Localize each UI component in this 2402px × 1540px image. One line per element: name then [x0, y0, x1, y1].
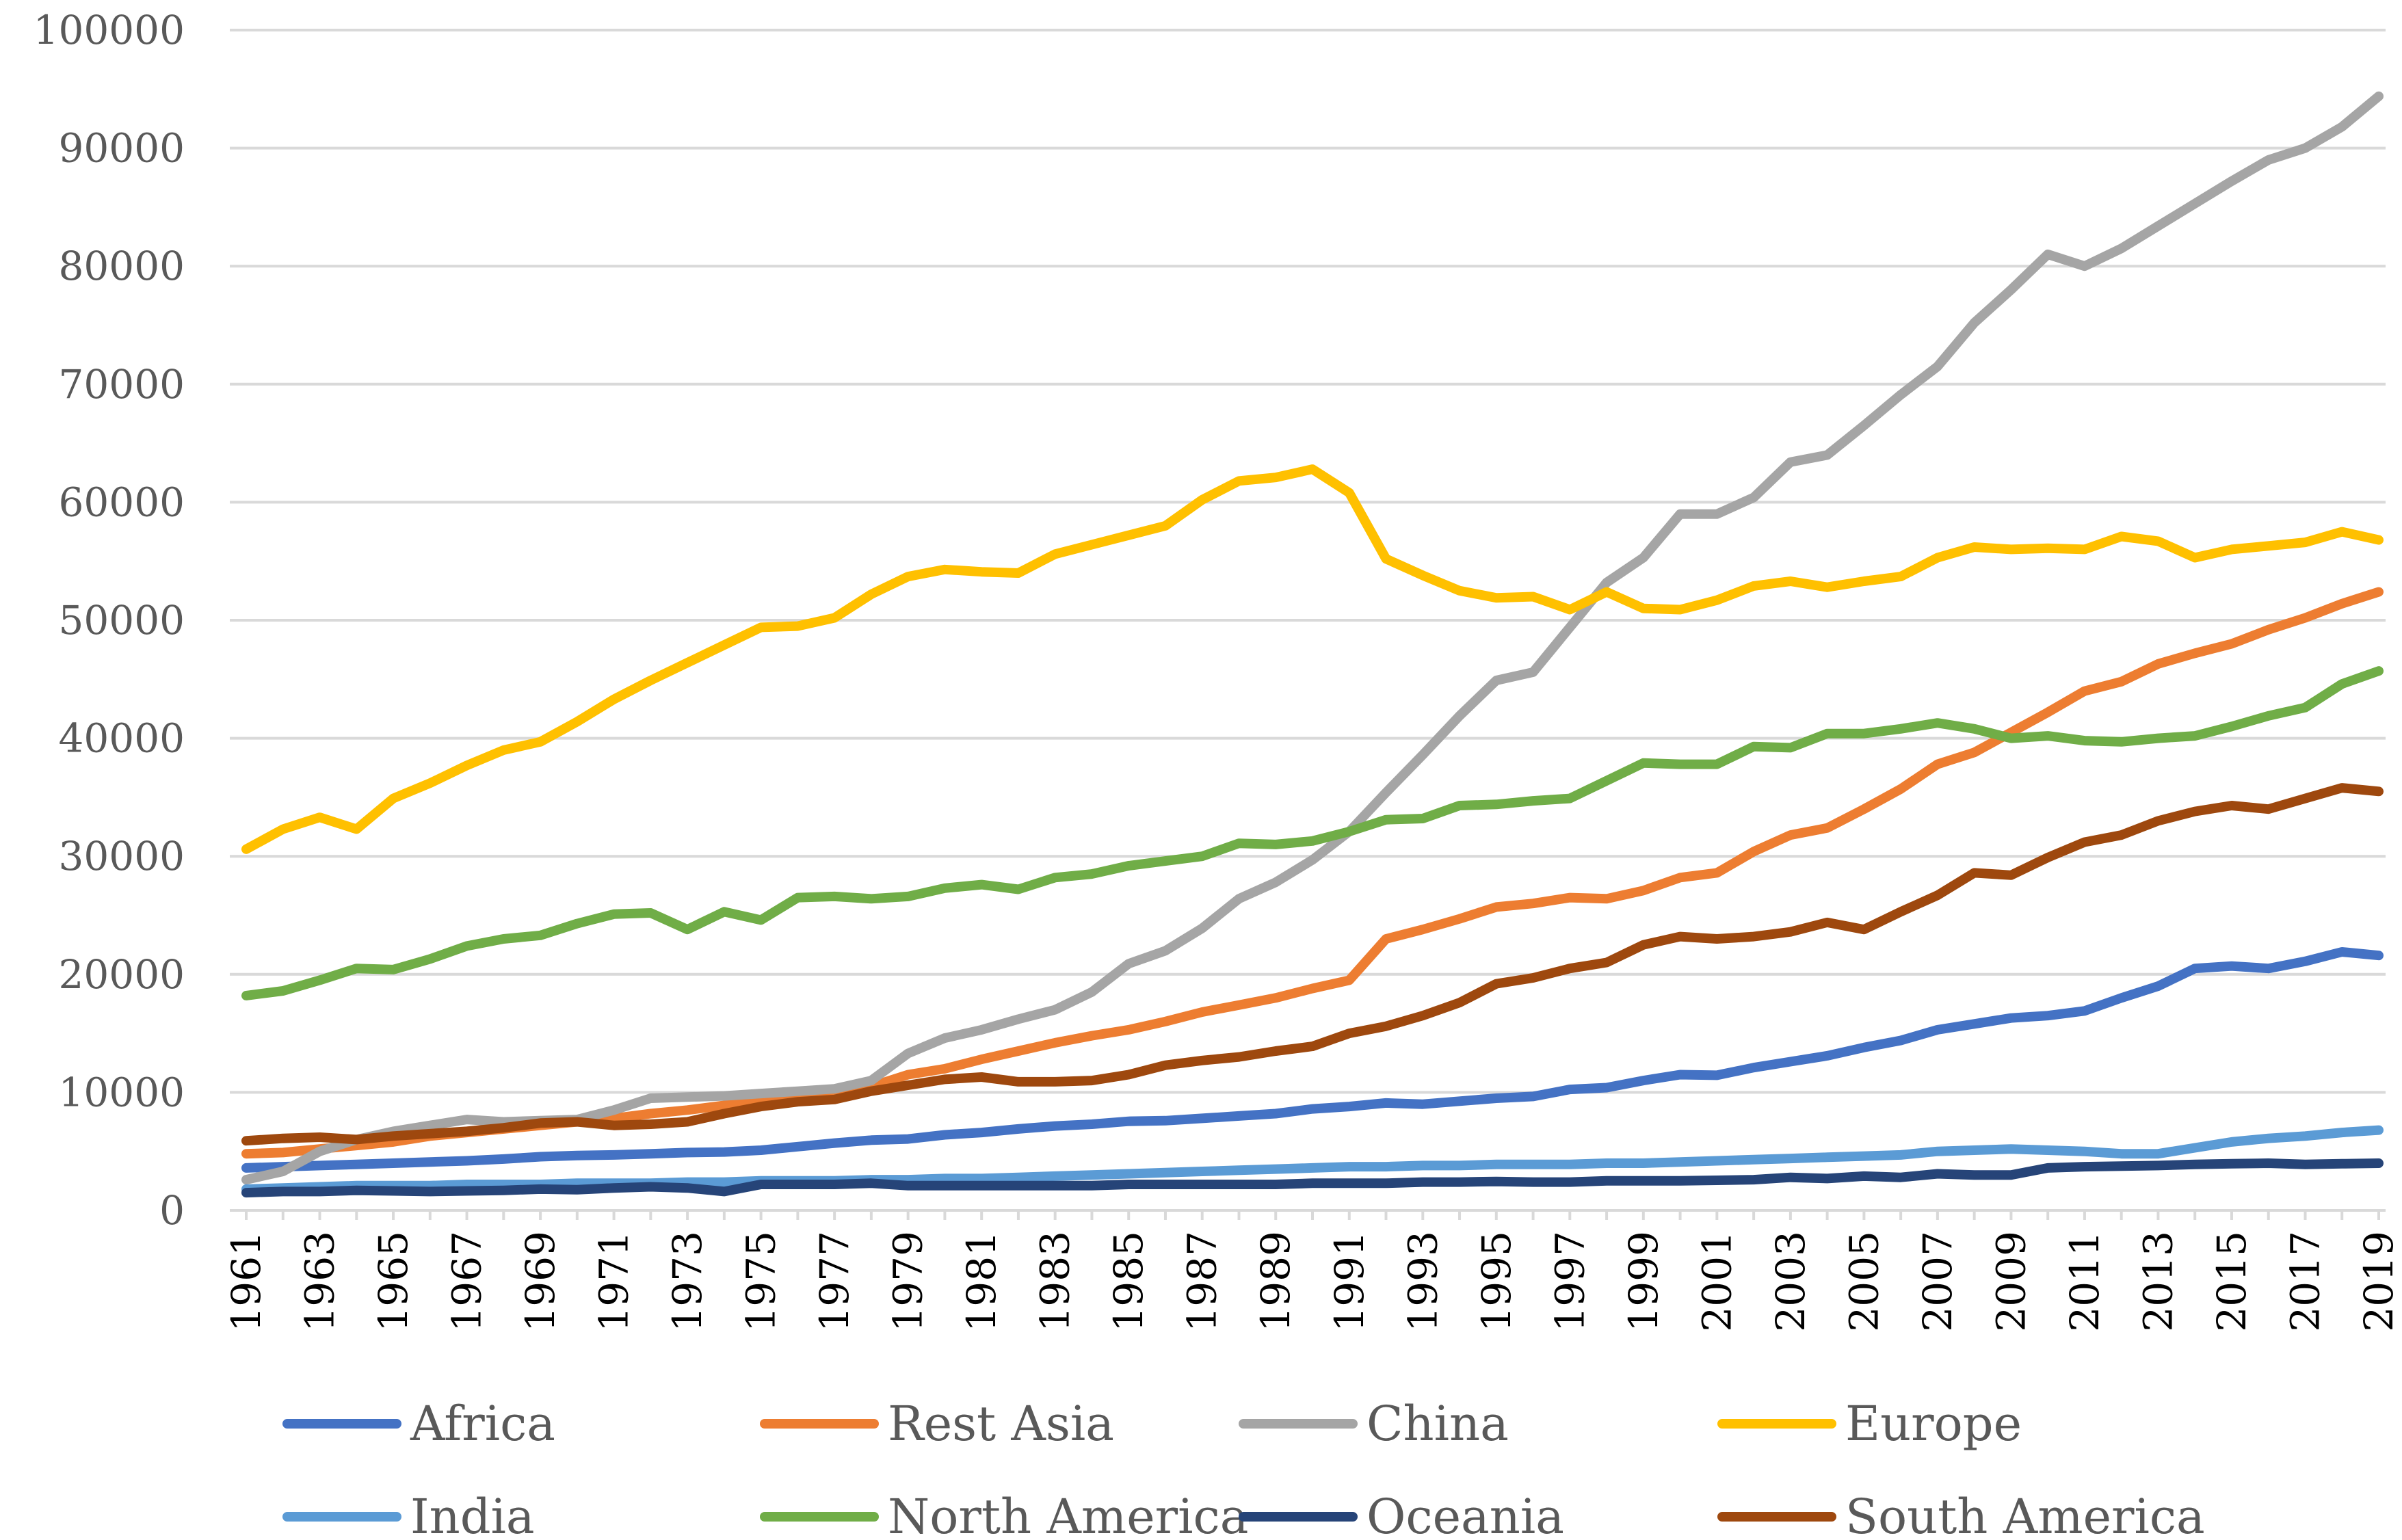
- x-tick-label: 1985: [1105, 1231, 1152, 1332]
- x-tick-label: 2011: [2061, 1231, 2108, 1332]
- legend-item-europe: Europe: [1717, 1396, 2022, 1452]
- y-tick-label: 60000: [58, 479, 185, 525]
- y-tick-label: 20000: [58, 951, 185, 998]
- series-line-europe: [241, 464, 2384, 854]
- x-tick-label: 2007: [1914, 1231, 1961, 1332]
- legend-label: China: [1367, 1396, 1509, 1452]
- x-tick-label: 1971: [591, 1231, 637, 1332]
- x-tick-label: 1993: [1399, 1231, 1446, 1332]
- y-tick-label: 100000: [34, 7, 185, 53]
- x-tick-label: 1995: [1473, 1231, 1520, 1332]
- x-tick-label: 1975: [738, 1231, 784, 1332]
- legend-label: Rest Asia: [888, 1396, 1114, 1452]
- x-tick-label: 2013: [2135, 1231, 2181, 1332]
- y-tick-label: 80000: [58, 243, 185, 289]
- y-tick-label: 10000: [58, 1069, 185, 1115]
- x-tick-label: 2005: [1840, 1231, 1887, 1332]
- x-tick-label: 1965: [370, 1231, 417, 1332]
- x-axis: 1961 1963 1965 1967 1969 1971 1973 1975 1977 1979…: [223, 1210, 2402, 1332]
- x-tick-label: 2019: [2355, 1231, 2402, 1332]
- y-tick-label: 90000: [58, 125, 185, 172]
- legend-item-south-america: South America: [1717, 1489, 2205, 1540]
- series-line-china: [241, 91, 2384, 1185]
- y-tick-label: 50000: [58, 597, 185, 643]
- legend-item-rest-asia: Rest Asia: [760, 1396, 1114, 1452]
- legend-item-africa: Africa: [282, 1396, 555, 1452]
- gridlines: [230, 29, 2386, 1212]
- x-tick-label: 1967: [444, 1231, 490, 1332]
- legend-label: South America: [1845, 1489, 2205, 1540]
- y-tick-label: 0: [159, 1187, 185, 1234]
- series-line-south-america: [241, 783, 2384, 1146]
- legend-label: India: [410, 1489, 535, 1540]
- series-lines: [241, 91, 2384, 1198]
- x-tick-label: 1983: [1032, 1231, 1079, 1332]
- legend-label: Oceania: [1367, 1489, 1564, 1540]
- x-tick-label: 2009: [1988, 1231, 2034, 1332]
- x-tick-label: 1999: [1620, 1231, 1667, 1332]
- series-line-africa: [241, 947, 2384, 1173]
- x-tick-label: 2017: [2282, 1231, 2328, 1332]
- series-line-rest-asia: [241, 587, 2384, 1159]
- x-tick-label: 2003: [1767, 1231, 1814, 1332]
- x-tick-label: 1969: [517, 1231, 564, 1332]
- x-tick-label: 2001: [1693, 1231, 1740, 1332]
- series-line-oceania: [241, 1158, 2384, 1198]
- x-tick-label: 1981: [958, 1231, 1005, 1332]
- y-tick-label: 40000: [58, 715, 185, 762]
- x-tick-label: 1963: [297, 1231, 343, 1332]
- x-tick-label: 1977: [811, 1231, 858, 1332]
- legend-label: Europe: [1845, 1396, 2022, 1452]
- legend-label: North America: [888, 1489, 1248, 1540]
- x-tick-label: 1979: [885, 1231, 932, 1332]
- x-tick-label: 1989: [1252, 1231, 1299, 1332]
- x-tick-label: 1991: [1326, 1231, 1373, 1332]
- series-line-india: [241, 1125, 2384, 1194]
- legend-label: Africa: [410, 1396, 555, 1452]
- legend: Africa Rest Asia China Europe India North Ame…: [282, 1396, 2205, 1540]
- x-tick-label: 1997: [1546, 1231, 1593, 1332]
- x-tick-label: 1961: [223, 1231, 269, 1332]
- x-tick-label: 1973: [664, 1231, 711, 1332]
- x-tick-label: 2015: [2208, 1231, 2255, 1332]
- y-axis: 0 10000 20000 30000 40000 50000 60000 70000 8000…: [34, 7, 185, 1234]
- legend-item-china: China: [1239, 1396, 1509, 1452]
- x-tick-label: 1987: [1179, 1231, 1226, 1332]
- series-line-north-america: [241, 666, 2384, 1000]
- y-tick-label: 70000: [58, 361, 185, 408]
- legend-item-oceania: Oceania: [1239, 1489, 1564, 1540]
- y-tick-label: 30000: [58, 833, 185, 879]
- legend-item-india: India: [282, 1489, 535, 1540]
- legend-item-north-america: North America: [760, 1489, 1248, 1540]
